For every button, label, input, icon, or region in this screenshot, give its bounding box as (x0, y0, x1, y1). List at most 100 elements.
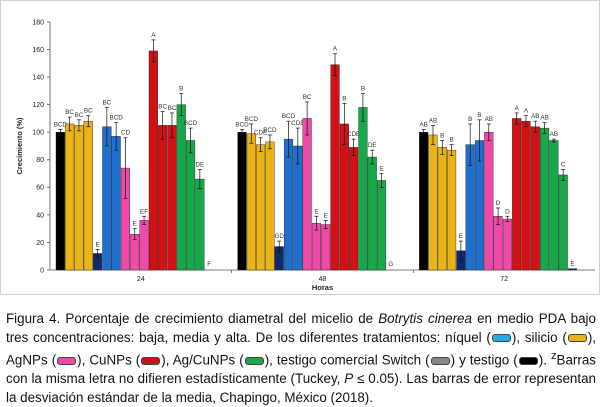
significance-letter: BC (303, 94, 312, 101)
significance-letter: B (361, 86, 365, 93)
switch-swatch (430, 356, 450, 365)
significance-letter: BC (65, 109, 74, 116)
significance-letter: BC (158, 104, 167, 111)
significance-letter: B (477, 112, 481, 119)
significance-letter: DE (195, 161, 204, 168)
bar (139, 220, 149, 271)
significance-letter: A (151, 32, 156, 39)
significance-letter: AB (550, 131, 558, 138)
significance-letter: AB (419, 121, 427, 128)
x-tick-label: 24 (137, 276, 145, 283)
bar (321, 224, 331, 271)
significance-letter: E (95, 241, 99, 248)
bar (558, 174, 568, 271)
bar (55, 132, 65, 271)
significance-letter: AB (429, 117, 437, 124)
significance-letter: E (314, 208, 318, 215)
bar (111, 136, 121, 271)
bar (256, 144, 266, 271)
significance-letter: BCD (110, 115, 124, 122)
caption-text-9: ). (538, 352, 551, 368)
bar (195, 178, 205, 271)
significance-letter: A (333, 46, 338, 53)
significance-letter: G (388, 261, 393, 268)
caption-text-2: en medio PDA bajo tres concentraciones: … (6, 311, 596, 345)
significance-letter: B (449, 137, 453, 144)
y-tick-label: 100 (32, 130, 44, 137)
niquel-swatch (491, 334, 511, 343)
bar (83, 120, 93, 271)
significance-letter: AB (540, 115, 548, 122)
y-axis-title: Crecimiento (%) (15, 117, 24, 175)
caption-species: Botrytis cinerea (378, 311, 472, 326)
y-tick-label: 0 (40, 267, 44, 274)
caption-superscript: z (550, 350, 557, 362)
significance-letter: GD (274, 233, 284, 240)
bar (74, 125, 84, 271)
caption-text-8: ) y testigo ( (450, 352, 518, 368)
bar (339, 123, 349, 271)
bar (176, 104, 186, 271)
bar (367, 156, 377, 271)
significance-letter: BCD (184, 120, 198, 127)
y-tick-label: 20 (36, 240, 44, 247)
silicio-swatch (567, 334, 587, 343)
significance-letter: B (440, 132, 444, 139)
bar (330, 64, 340, 271)
significance-letter: B (468, 116, 472, 123)
significance-letter: BCD (263, 127, 277, 134)
significance-letter: CD (121, 130, 131, 137)
significance-letter: D (505, 208, 510, 215)
significance-letter: BC (75, 112, 84, 119)
y-tick-label: 40 (36, 212, 44, 219)
significance-letter: A (515, 105, 520, 112)
bar (530, 126, 540, 271)
bar (512, 118, 522, 271)
agnps-swatch (57, 356, 77, 365)
significance-letter: CDE (291, 120, 304, 127)
significance-letter: B (342, 95, 346, 102)
significance-letter: EF (140, 208, 148, 215)
significance-letter: F (207, 261, 211, 268)
bar (158, 125, 168, 271)
significance-letter: BCD (235, 121, 249, 128)
bar (376, 180, 387, 271)
significance-letter: E (570, 261, 574, 268)
caption-text-6: ), Ag/CuNPs ( (161, 352, 244, 368)
x-tick-label: 72 (500, 276, 508, 283)
bar (567, 268, 578, 271)
bar (246, 133, 256, 271)
bar (521, 120, 531, 271)
bar (447, 149, 457, 271)
caption-text-11: ≤ 0.05). Las barras de error representan… (6, 371, 596, 406)
significance-letter: CDE (254, 130, 267, 137)
testigo-swatch (518, 356, 538, 365)
caption-text-10: Barras con la misma letra no difieren es… (6, 352, 596, 387)
significance-letter: BCD (282, 113, 296, 120)
bar (549, 140, 559, 271)
bar (167, 125, 177, 271)
figure-caption: Figura 4. Porcentaje de crecimiento diam… (6, 309, 596, 407)
y-tick-label: 120 (32, 102, 44, 109)
x-tick-label: 48 (319, 276, 327, 283)
bar (148, 50, 158, 271)
caption-text-1: Figura 4. Porcentaje de crecimiento diam… (6, 311, 379, 326)
bar (484, 132, 494, 271)
cunps-swatch (141, 356, 161, 365)
caption-text-5: ), CuNPs ( (77, 352, 141, 368)
significance-letter: B (179, 86, 183, 93)
significance-letter: BC (168, 105, 177, 112)
significance-letter: C (561, 161, 566, 168)
y-tick-label: 160 (32, 47, 44, 54)
x-axis-title: Horas (312, 283, 333, 292)
significance-letter: CDE (347, 131, 360, 138)
bar (102, 126, 112, 271)
caption-text-3: ), silicio ( (511, 330, 567, 345)
bar (419, 132, 429, 271)
bar (293, 145, 303, 271)
caption-text-4: ), AgNPs ( (6, 330, 596, 368)
bar (283, 138, 294, 271)
y-tick-label: 80 (36, 157, 44, 164)
bar (237, 132, 247, 271)
bar (265, 141, 275, 271)
